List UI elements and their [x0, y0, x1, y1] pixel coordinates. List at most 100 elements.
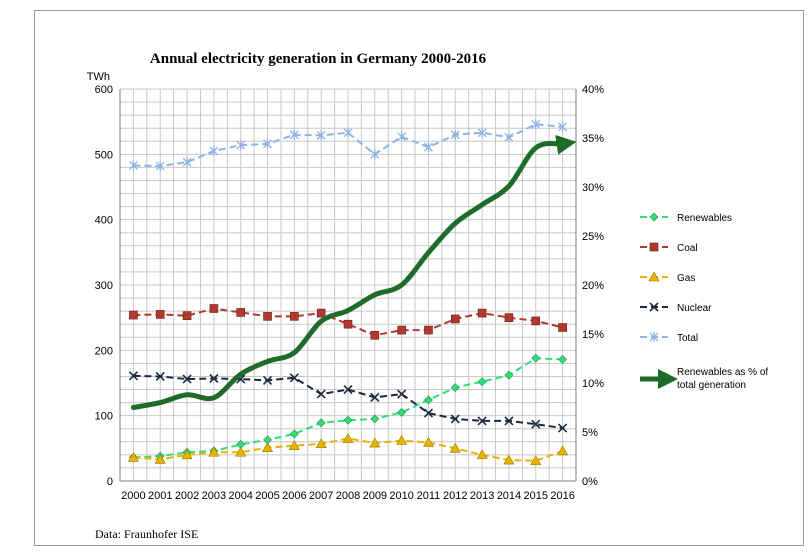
series-line	[130, 134, 577, 410]
data-point	[477, 308, 487, 318]
data-point	[316, 418, 326, 428]
legend-item: Coal	[640, 242, 698, 254]
x-tick-label: 2011	[417, 490, 441, 502]
x-tick-label: 2001	[148, 490, 172, 502]
legend-label: Renewables as % of total generation	[677, 367, 768, 391]
legend-label: Renewables	[677, 213, 732, 224]
data-point	[209, 146, 219, 157]
series-coal	[129, 304, 567, 340]
data-point	[128, 160, 138, 171]
data-point	[503, 454, 515, 465]
data-point	[477, 377, 487, 387]
x-tick-label: 2006	[282, 490, 306, 502]
chart-title: Annual electricity generation in Germany…	[150, 51, 487, 67]
data-point	[263, 138, 272, 149]
data-point	[450, 314, 460, 324]
legend-label: Gas	[677, 273, 695, 284]
series-line	[133, 123, 563, 168]
data-point	[182, 374, 192, 384]
legend-item: Renewables	[640, 212, 732, 224]
data-point	[397, 407, 407, 417]
data-point	[316, 389, 326, 399]
data-point	[504, 416, 514, 426]
data-point	[262, 375, 273, 385]
x-tick-label: 2009	[363, 490, 387, 502]
y-tick-label-right: 5%	[582, 427, 598, 439]
data-point	[558, 423, 568, 433]
y-tick-label-left: 200	[95, 345, 113, 357]
data-source: Data: Fraunhofer ISE	[95, 527, 198, 541]
data-point	[397, 389, 407, 399]
series-nuclear	[128, 371, 568, 433]
data-point	[289, 373, 299, 383]
data-point	[531, 119, 541, 130]
data-point	[343, 384, 353, 395]
data-point	[558, 323, 567, 332]
series-total	[128, 119, 568, 172]
x-tick-label: 2004	[228, 490, 252, 502]
data-point	[649, 302, 659, 312]
series-line	[133, 374, 563, 430]
data-point	[343, 127, 353, 138]
legend-item: Total	[640, 332, 698, 344]
data-point	[649, 332, 659, 342]
legend: Renewables Coal Gas Nuclear Total Renewables …	[640, 212, 768, 391]
data-point	[530, 455, 542, 466]
data-point	[450, 383, 460, 392]
data-point	[182, 157, 192, 168]
data-point	[236, 140, 246, 151]
data-point	[649, 212, 659, 222]
legend-item: Nuclear	[640, 302, 712, 314]
data-point	[477, 127, 487, 138]
data-point	[370, 149, 380, 160]
data-point	[370, 331, 380, 340]
data-point	[288, 440, 300, 451]
data-point	[154, 453, 166, 464]
data-point	[396, 434, 408, 445]
y-tick-label-left: 0	[107, 476, 113, 488]
data-point	[450, 414, 460, 424]
data-point	[477, 416, 487, 426]
data-point	[531, 353, 541, 363]
data-point	[343, 415, 353, 425]
data-point	[263, 312, 272, 321]
series-gas	[127, 432, 569, 466]
x-tick-label: 2005	[255, 490, 279, 502]
data-point	[504, 313, 514, 322]
data-point	[128, 371, 138, 381]
x-tick-label: 2016	[550, 490, 574, 502]
data-point	[558, 355, 568, 364]
data-point	[343, 319, 353, 329]
y-tick-label-right: 30%	[582, 182, 604, 194]
data-point	[649, 242, 659, 252]
data-point	[397, 131, 407, 142]
data-point	[209, 304, 219, 313]
x-tick-label: 2000	[121, 490, 145, 502]
data-point	[289, 429, 299, 439]
data-point	[236, 308, 246, 317]
tick-labels: 0 100 200 300 400 500 600 0% 5% 10% 15% 20% 25% 30% 35…	[95, 84, 605, 502]
series-line	[133, 307, 563, 337]
data-point	[155, 371, 165, 382]
x-tick-label: 2015	[524, 490, 548, 502]
data-point	[155, 310, 165, 319]
series-lines	[127, 119, 577, 466]
x-tick-label: 2014	[497, 490, 521, 502]
legend-item: Renewables as % of total generation	[640, 367, 768, 391]
series-line	[133, 437, 563, 462]
data-point	[422, 436, 434, 447]
data-point	[316, 130, 326, 141]
data-point	[648, 271, 660, 282]
data-point	[155, 161, 165, 172]
data-point	[424, 395, 433, 405]
data-point	[370, 392, 380, 402]
data-point	[476, 449, 488, 460]
y-tick-label-left: 100	[95, 411, 113, 423]
data-point	[531, 419, 541, 429]
data-point	[370, 414, 380, 424]
data-point	[504, 370, 514, 380]
data-point	[181, 449, 193, 460]
x-tick-label: 2010	[389, 490, 413, 502]
series-renewables-as-of-total-generation	[130, 134, 577, 410]
y-tick-label-right: 15%	[582, 329, 604, 341]
